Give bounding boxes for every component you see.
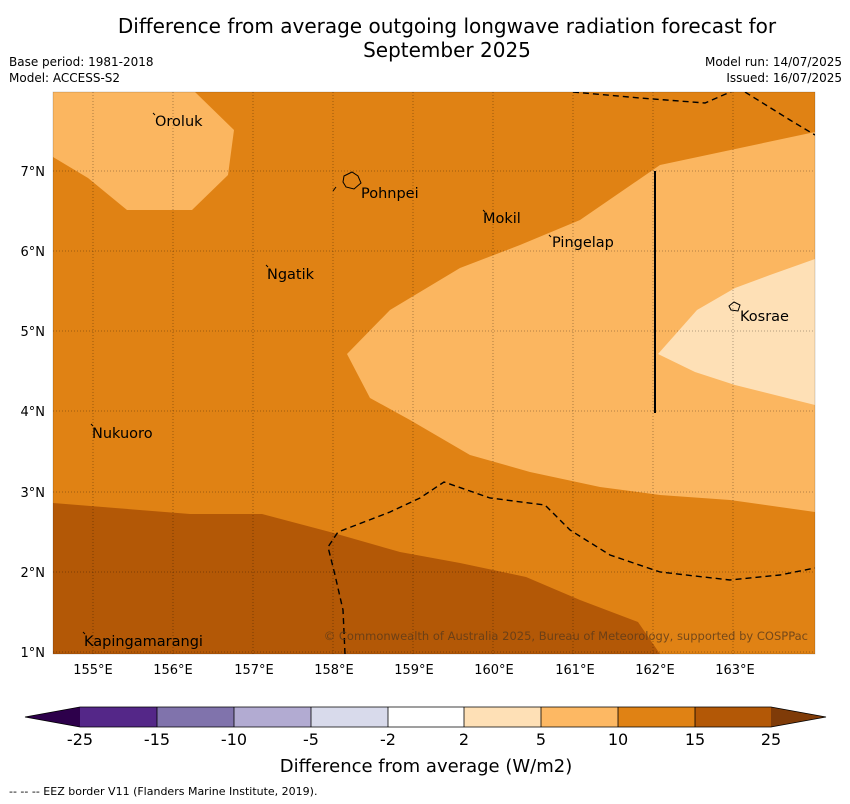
place-label-pohnpei: Pohnpei [361, 186, 419, 202]
lat-label-6n: 6°N [21, 245, 46, 260]
eez-borders [327, 92, 815, 654]
colorbar-tick-7: 5 [536, 730, 546, 749]
place-label-kosrae: Kosrae [740, 309, 789, 325]
colorbar-tick-4: -5 [303, 730, 319, 749]
band-15-25 [53, 503, 660, 654]
colorbar-extend-high [771, 707, 826, 727]
lat-label-4n: 4°N [21, 405, 46, 420]
colorbar-swatch-4 [311, 707, 388, 727]
colorbar-swatch-2 [157, 707, 234, 727]
issued-date: Issued: 16/07/2025 [726, 71, 842, 85]
colorbar-swatch-1 [80, 707, 157, 727]
band-5-10-east [347, 132, 815, 512]
contour-fills [53, 92, 815, 654]
map-title: Difference from average outgoing longwav… [0, 14, 850, 62]
colorbar-tick-2: -15 [144, 730, 170, 749]
colorbar-tick-8: 10 [608, 730, 628, 749]
colorbar-tick-9: 15 [685, 730, 705, 749]
lat-label-7n: 7°N [21, 165, 46, 180]
colorbar-label: Difference from average (W/m2) [280, 756, 572, 777]
colorbar-swatch-5 [388, 707, 464, 727]
base-period: Base period: 1981-2018 [9, 55, 154, 69]
colorbar-tick-1: -25 [67, 730, 93, 749]
lon-label-155e: 155°E [73, 663, 113, 678]
colorbar [24, 706, 827, 728]
colorbar-extend-low [25, 707, 80, 727]
colorbar-swatch-3 [234, 707, 311, 727]
graticule [53, 92, 815, 654]
place-label-pingelap: Pingelap [552, 235, 614, 251]
run-info: Model run: 14/07/2025 Issued: 16/07/2025 [705, 54, 842, 86]
colorbar-tick-5: -2 [380, 730, 396, 749]
place-label-kapingamarangi: Kapingamarangi [84, 634, 203, 650]
eez-footnote: -- -- -- EEZ border V11 (Flanders Marine… [9, 785, 318, 798]
place-label-nukuoro: Nukuoro [92, 426, 153, 442]
band-5-10-north [53, 92, 234, 210]
pohnpei-island [342, 171, 362, 190]
colorbar-swatch-6 [464, 707, 541, 727]
lat-label-1n: 1°N [21, 646, 46, 661]
place-label-mokil: Mokil [483, 211, 521, 227]
model-info: Base period: 1981-2018 Model: ACCESS-S2 [9, 54, 154, 86]
model-name: Model: ACCESS-S2 [9, 71, 121, 85]
lon-label-163e: 163°E [715, 663, 755, 678]
colorbar-swatch-9 [695, 707, 771, 727]
colorbar-outline [24, 706, 827, 728]
band-2-5 [658, 259, 815, 405]
title-line-2: September 2025 [363, 38, 531, 62]
lat-label-3n: 3°N [21, 486, 46, 501]
lat-label-5n: 5°N [21, 325, 46, 340]
place-label-ngatik: Ngatik [267, 267, 315, 283]
lon-label-162e: 162°E [635, 663, 675, 678]
colorbar-swatch-7 [541, 707, 618, 727]
lon-label-156e: 156°E [153, 663, 193, 678]
model-run-date: Model run: 14/07/2025 [704, 55, 842, 69]
lon-label-158e: 158°E [314, 663, 354, 678]
place-label-oroluk: Oroluk [155, 114, 203, 130]
colorbar-tick-10: 25 [761, 730, 781, 749]
map-frame [52, 91, 816, 655]
lon-label-161e: 161°E [555, 663, 595, 678]
lat-label-2n: 2°N [21, 566, 46, 581]
kosrae-island [728, 301, 741, 312]
title-line-1: Difference from average outgoing longwav… [117, 14, 777, 38]
lon-label-157e: 157°E [234, 663, 274, 678]
colorbar-swatch-8 [618, 707, 695, 727]
colorbar-tick-3: -10 [221, 730, 247, 749]
lon-label-160e: 160°E [474, 663, 514, 678]
copyright-notice: © Commonwealth of Australia 2025, Bureau… [324, 629, 808, 643]
lon-label-159e: 159°E [394, 663, 434, 678]
colorbar-tick-6: 2 [459, 730, 469, 749]
island-outlines [82, 112, 741, 635]
